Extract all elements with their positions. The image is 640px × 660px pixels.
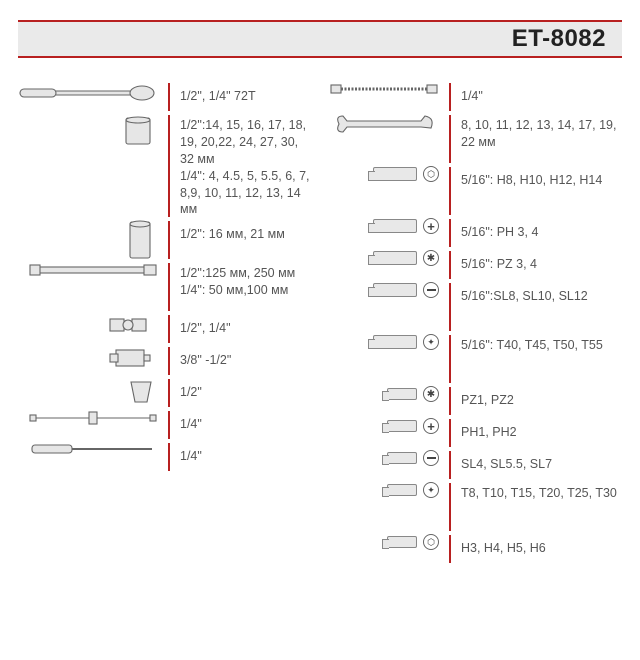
spec-row: PH1, PH2 (329, 418, 622, 448)
spec-text: 1/4" (170, 442, 311, 470)
spec-text: 1/4" (170, 410, 311, 438)
spec-text: 1/2" (170, 378, 311, 406)
bit-tx-icon (329, 334, 449, 350)
socket-icon (18, 114, 168, 148)
spec-row: T8, T10, T15, T20, T25, T30 (329, 482, 622, 532)
spec-text: PH1, PH2 (451, 418, 622, 446)
spec-row: 1/2":14, 15, 16, 17, 18, 19, 20,22, 24, … (18, 114, 311, 218)
left-column: 1/2", 1/4" 72T 1/2":14, 15, 16, 17, 18, 1… (18, 82, 311, 566)
sbit-hx-icon (329, 534, 449, 550)
spec-row: 1/4" (18, 410, 311, 440)
spec-text: 5/16":SL8, SL10, SL12 (451, 282, 622, 310)
spec-text: 5/16": PH 3, 4 (451, 218, 622, 246)
spec-row: 5/16": PZ 3, 4 (329, 250, 622, 280)
spec-row: 1/4" (18, 442, 311, 472)
spec-row: 5/16":SL8, SL10, SL12 (329, 282, 622, 332)
bit-pz-icon (329, 250, 449, 266)
spec-text: SL4, SL5.5, SL7 (451, 450, 622, 478)
driver-icon (18, 442, 168, 456)
bit-ph-icon (329, 218, 449, 234)
spec-text: T8, T10, T15, T20, T25, T30 (451, 482, 622, 510)
spec-text: 5/16": T40, T45, T50, T55 (451, 334, 622, 362)
deepsocket-icon (18, 220, 168, 260)
model-number: ET-8082 (512, 25, 606, 53)
sbit-tx-icon (329, 482, 449, 498)
spec-row: 5/16": T40, T45, T50, T55 (329, 334, 622, 384)
spec-row: 1/2", 1/4" (18, 314, 311, 344)
spec-text: PZ1, PZ2 (451, 386, 622, 414)
ujoint-icon (18, 314, 168, 336)
spec-text: 1/2": 16 мм, 21 мм (170, 220, 311, 248)
spec-row: 3/8" -1/2" (18, 346, 311, 376)
spec-row: 8, 10, 11, 12, 13, 14, 17, 19, 22 мм (329, 114, 622, 164)
spec-row: 1/2" (18, 378, 311, 408)
coupler-icon (18, 378, 168, 406)
spec-text: 1/2", 1/4" (170, 314, 311, 342)
spec-row: 1/2": 16 мм, 21 мм (18, 220, 311, 260)
sbit-pz-icon (329, 386, 449, 402)
spec-text: 1/4" (451, 82, 622, 110)
spec-row: 5/16": PH 3, 4 (329, 218, 622, 248)
ratchet-icon (18, 82, 168, 104)
extension-icon (18, 262, 168, 278)
spec-row: 5/16": H8, H10, H12, H14 (329, 166, 622, 216)
sbit-ph-icon (329, 418, 449, 434)
spec-columns: 1/2", 1/4" 72T 1/2":14, 15, 16, 17, 18, 1… (0, 64, 640, 566)
spec-text: 8, 10, 11, 12, 13, 14, 17, 19, 22 мм (451, 114, 622, 151)
spec-text: 5/16": H8, H10, H12, H14 (451, 166, 622, 194)
adapter-icon (18, 346, 168, 370)
spec-text: 5/16": PZ 3, 4 (451, 250, 622, 278)
spec-text: 1/2":125 мм, 250 мм 1/4": 50 мм,100 мм (170, 262, 311, 299)
spec-text: 3/8" -1/2" (170, 346, 311, 374)
bit-sl-icon (329, 282, 449, 298)
spec-row: 1/2":125 мм, 250 мм 1/4": 50 мм,100 мм (18, 262, 311, 312)
wrench-icon (329, 114, 449, 134)
bit-hex-icon (329, 166, 449, 182)
tbar-icon (18, 410, 168, 426)
flexext-icon (329, 82, 449, 96)
spec-text: H3, H4, H5, H6 (451, 534, 622, 562)
spec-row: H3, H4, H5, H6 (329, 534, 622, 564)
spec-row: 1/4" (329, 82, 622, 112)
spec-row: 1/2", 1/4" 72T (18, 82, 311, 112)
right-column: 1/4" 8, 10, 11, 12, 13, 14, 17, 19, 22 мм… (329, 82, 622, 566)
header-bar: ET-8082 (18, 20, 622, 58)
spec-row: PZ1, PZ2 (329, 386, 622, 416)
spec-row: SL4, SL5.5, SL7 (329, 450, 622, 480)
sbit-sl-icon (329, 450, 449, 466)
spec-text: 1/2":14, 15, 16, 17, 18, 19, 20,22, 24, … (170, 114, 311, 218)
spec-text: 1/2", 1/4" 72T (170, 82, 311, 110)
